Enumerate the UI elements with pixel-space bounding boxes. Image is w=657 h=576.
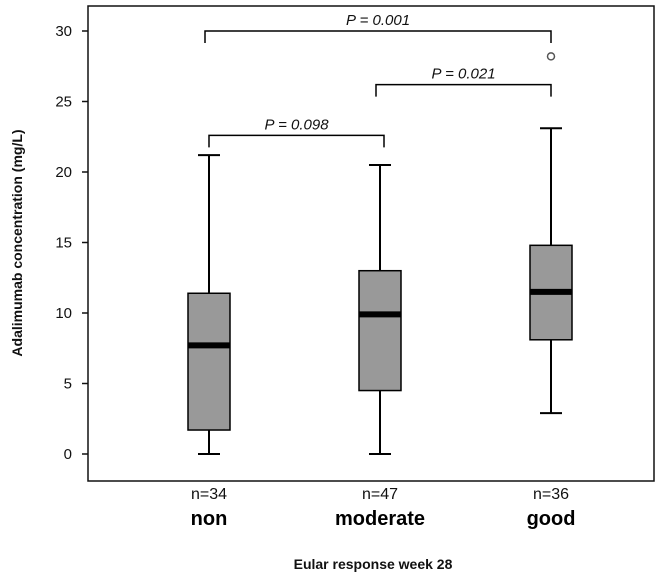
y-tick-label: 20: [55, 164, 72, 181]
y-axis: 0 5 10 15 20 25 30: [55, 23, 88, 463]
y-tick-label: 25: [55, 94, 72, 111]
iqr-box: [187, 292, 231, 431]
significance-brackets: P = 0.001 P = 0.021 P = 0.098: [204, 12, 552, 148]
outlier-point: [546, 52, 556, 61]
bracket-line: [208, 134, 385, 148]
y-tick-label: 5: [64, 376, 72, 393]
comparison-bracket: P = 0.098: [208, 116, 385, 148]
plot-frame: [87, 5, 655, 482]
y-tick-label: 15: [55, 235, 72, 252]
comparison-bracket: P = 0.001: [204, 12, 552, 43]
category-label: non: [191, 508, 228, 530]
x-axis-categories: n=34 non n=47 moderate n=36 good: [191, 486, 576, 530]
p-value-label: P = 0.098: [264, 116, 329, 133]
n-count-label: n=34: [191, 486, 227, 503]
n-count-label: n=36: [533, 486, 569, 503]
y-axis-label: Adalimumab concentration (mg/L): [9, 129, 25, 356]
category-label: moderate: [335, 508, 425, 530]
n-count-label: n=47: [362, 486, 398, 503]
bracket-line: [204, 30, 552, 43]
x-axis-label: Eular response week 28: [294, 556, 453, 572]
category-label: good: [527, 508, 576, 530]
iqr-box: [358, 269, 402, 392]
y-tick-label: 30: [55, 23, 72, 40]
box-moderate: [358, 163, 402, 455]
boxes: [187, 52, 573, 455]
y-tick-label: 10: [55, 305, 72, 322]
box-non: [187, 154, 231, 455]
comparison-bracket: P = 0.021: [375, 66, 552, 97]
box-good: [529, 52, 573, 415]
y-tick-label: 0: [64, 446, 72, 463]
bracket-line: [375, 83, 552, 97]
p-value-label: P = 0.021: [431, 66, 495, 83]
p-value-label: P = 0.001: [346, 12, 410, 29]
